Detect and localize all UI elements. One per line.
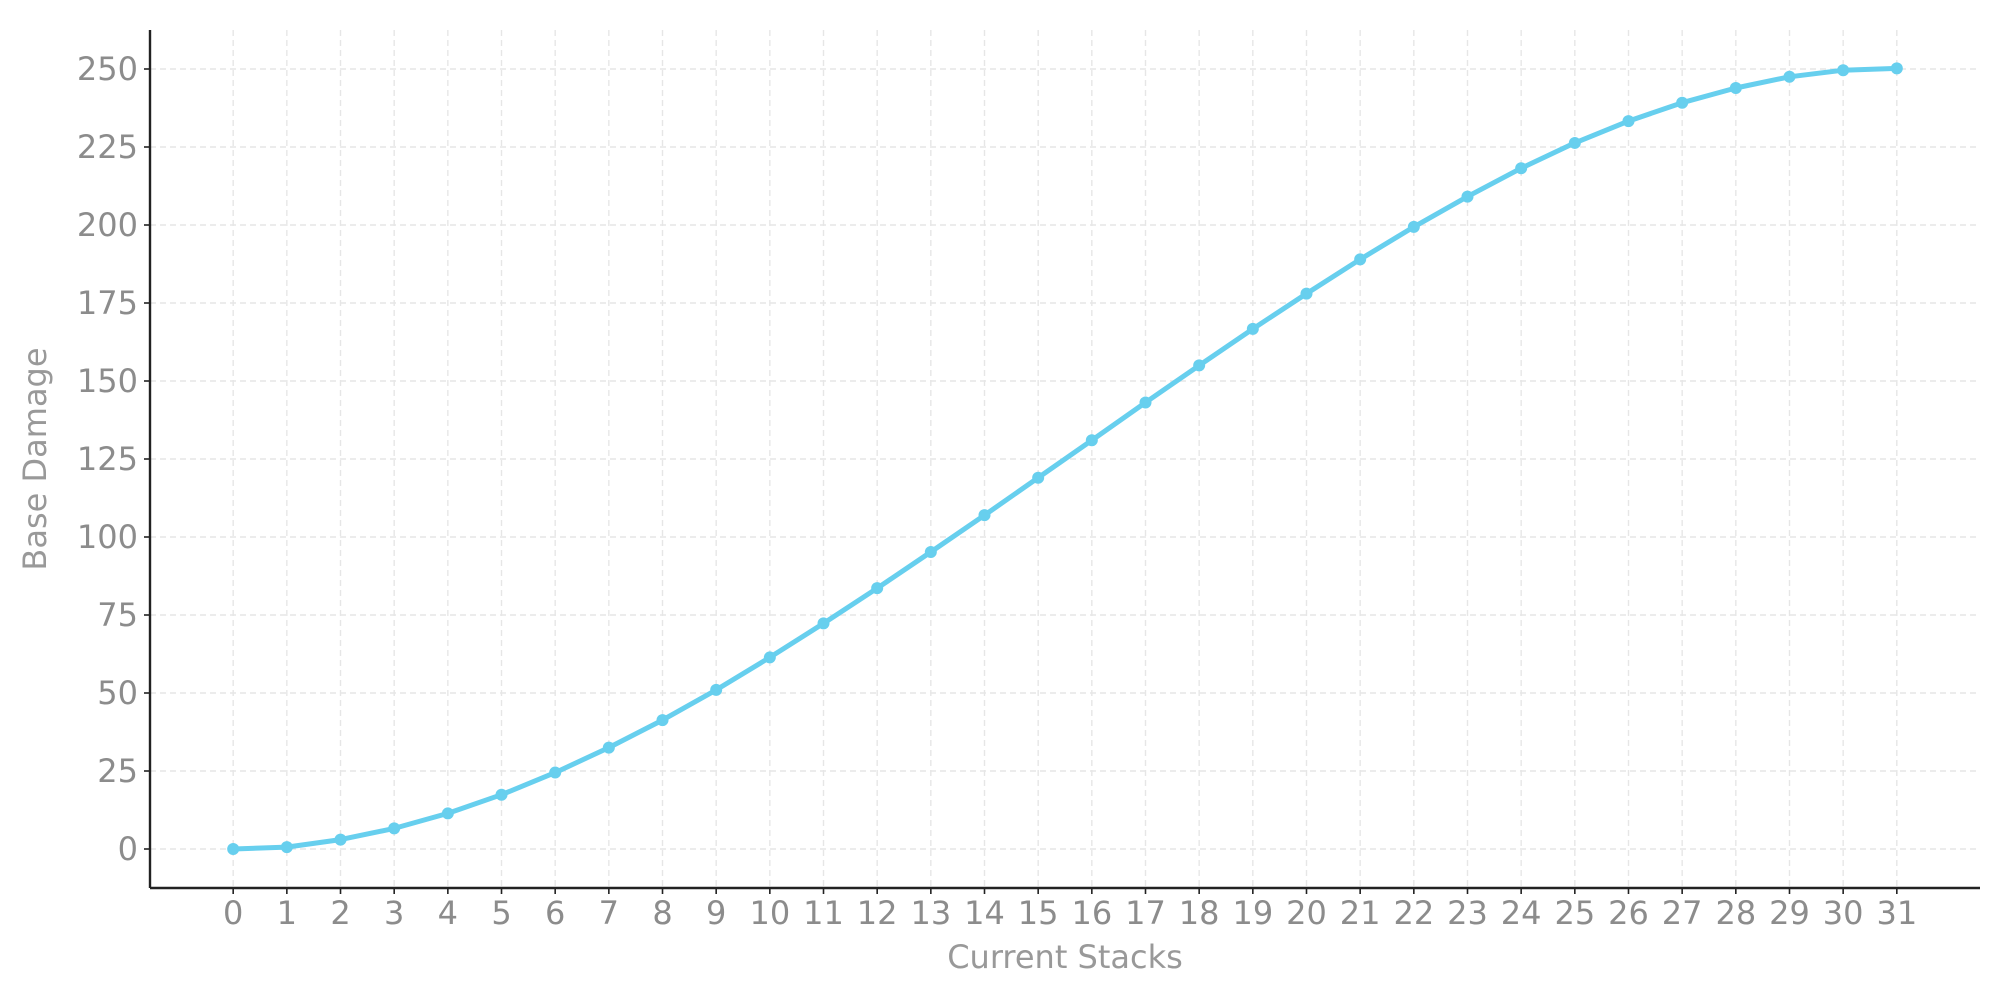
data-point <box>227 843 240 855</box>
data-point <box>1193 359 1206 372</box>
x-tick-label: 11 <box>803 894 844 932</box>
x-tick-label: 19 <box>1232 894 1273 932</box>
x-tick-label: 20 <box>1286 894 1327 932</box>
data-point <box>549 766 562 779</box>
x-tick-label: 26 <box>1608 894 1649 932</box>
x-tick-label: 16 <box>1071 894 1112 932</box>
x-tick-label: 5 <box>491 894 511 932</box>
x-tick-label: 6 <box>545 894 565 932</box>
x-tick-label: 9 <box>706 894 726 932</box>
data-point <box>710 683 723 696</box>
data-point <box>1407 220 1420 233</box>
x-tick-label: 22 <box>1393 894 1434 932</box>
data-point <box>1300 287 1313 300</box>
data-point <box>763 651 776 664</box>
y-tick-label: 200 <box>77 206 138 244</box>
data-point <box>1515 162 1528 175</box>
x-tick-label: 8 <box>652 894 672 932</box>
x-tick-label: 12 <box>857 894 898 932</box>
data-point <box>1568 136 1581 149</box>
data-point <box>1139 396 1152 409</box>
x-tick-label: 24 <box>1501 894 1542 932</box>
x-tick-label: 23 <box>1447 894 1488 932</box>
data-point <box>1032 471 1045 484</box>
series-line <box>230 65 1900 852</box>
data-point <box>1729 82 1742 95</box>
data-point <box>495 788 508 801</box>
x-tick-label: 10 <box>749 894 790 932</box>
y-tick-label: 0 <box>118 830 138 868</box>
data-point <box>978 509 991 522</box>
series-layer <box>227 62 1903 855</box>
data-point <box>334 833 347 846</box>
x-tick-label: 27 <box>1662 894 1703 932</box>
y-tick-label: 100 <box>77 518 138 556</box>
data-point <box>656 714 669 727</box>
x-tick-label: 25 <box>1554 894 1595 932</box>
x-axis-title: Current Stacks <box>947 938 1183 976</box>
y-axis-ticks: 0 25 50 75 100 125 150 175 200 225 250 <box>77 50 150 868</box>
y-tick-label: 150 <box>77 362 138 400</box>
data-point <box>1837 64 1850 77</box>
y-tick-label: 250 <box>77 50 138 88</box>
y-tick-label: 125 <box>77 440 138 478</box>
data-point <box>388 822 401 835</box>
x-tick-label: 0 <box>223 894 243 932</box>
data-point <box>1676 96 1689 109</box>
x-tick-label: 18 <box>1179 894 1220 932</box>
y-tick-label: 75 <box>97 596 138 634</box>
x-tick-label: 17 <box>1125 894 1166 932</box>
data-point <box>441 807 454 820</box>
x-axis-ticks: 0 1 2 3 4 5 6 7 8 9 10 11 12 13 14 15 16 17 18 19 20 21 22 23 24… <box>223 888 1917 932</box>
data-point <box>602 741 615 754</box>
x-tick-label: 7 <box>599 894 619 932</box>
x-tick-label: 31 <box>1876 894 1917 932</box>
x-tick-label: 14 <box>964 894 1005 932</box>
x-tick-label: 28 <box>1715 894 1756 932</box>
data-point <box>1461 190 1474 203</box>
data-point <box>1783 70 1796 83</box>
data-point <box>1085 434 1098 447</box>
x-tick-label: 1 <box>277 894 297 932</box>
x-tick-label: 4 <box>438 894 458 932</box>
data-point <box>1890 62 1903 75</box>
y-tick-label: 175 <box>77 284 138 322</box>
y-gridlines <box>150 68 1980 850</box>
data-point <box>817 617 830 630</box>
x-tick-label: 30 <box>1823 894 1864 932</box>
y-tick-label: 25 <box>97 752 138 790</box>
x-tick-label: 2 <box>330 894 350 932</box>
x-tick-label: 13 <box>910 894 951 932</box>
x-tick-label: 29 <box>1769 894 1810 932</box>
data-point <box>924 545 937 558</box>
data-point <box>1354 253 1367 266</box>
x-tick-label: 21 <box>1340 894 1381 932</box>
y-tick-label: 225 <box>77 128 138 166</box>
data-point <box>1622 115 1635 128</box>
data-point <box>280 841 293 854</box>
x-tick-label: 3 <box>384 894 404 932</box>
data-point <box>871 582 884 595</box>
y-tick-label: 50 <box>97 674 138 712</box>
y-axis-title: Base Damage <box>16 347 54 570</box>
x-tick-label: 15 <box>1018 894 1059 932</box>
data-point <box>1246 322 1259 335</box>
